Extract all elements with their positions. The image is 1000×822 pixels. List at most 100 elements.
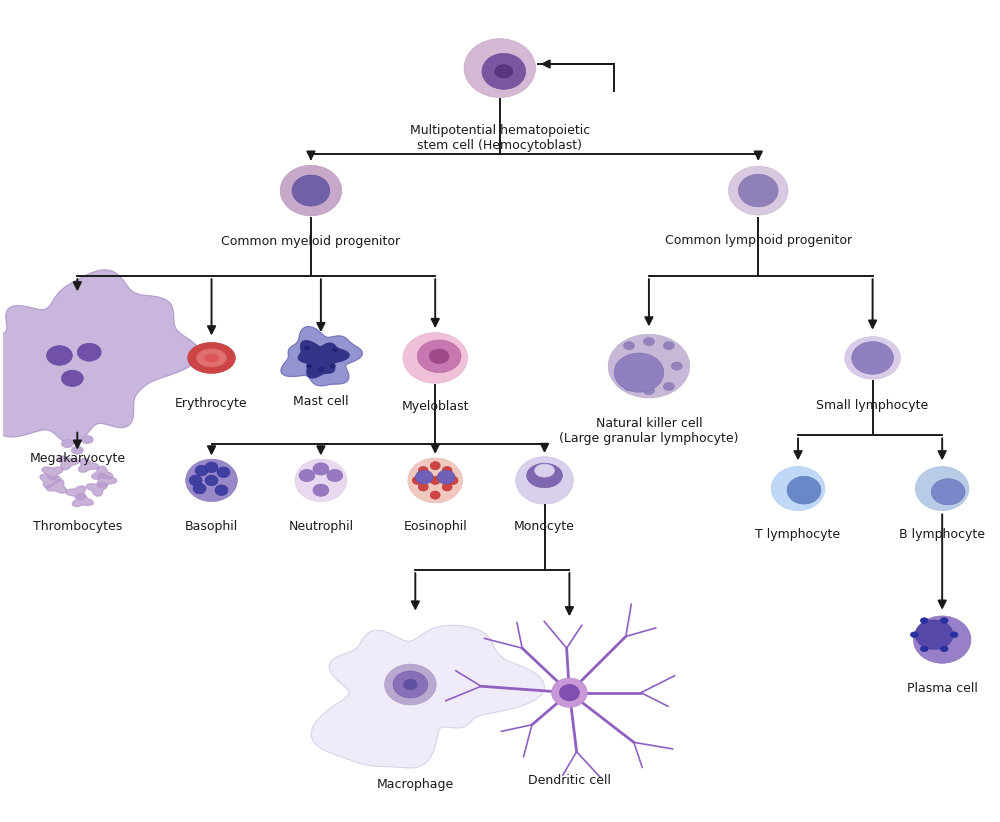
Ellipse shape xyxy=(643,338,654,346)
Ellipse shape xyxy=(464,39,536,98)
Ellipse shape xyxy=(193,483,206,494)
Ellipse shape xyxy=(920,646,928,652)
Text: Eosinophil: Eosinophil xyxy=(403,520,467,533)
Ellipse shape xyxy=(931,478,965,505)
Polygon shape xyxy=(0,270,200,444)
Ellipse shape xyxy=(304,346,309,350)
Polygon shape xyxy=(97,473,117,487)
Polygon shape xyxy=(92,466,113,479)
Polygon shape xyxy=(40,474,61,488)
Text: Common lymphoid progenitor: Common lymphoid progenitor xyxy=(665,233,852,247)
Ellipse shape xyxy=(205,353,218,362)
Text: Erythrocyte: Erythrocyte xyxy=(175,397,248,410)
Ellipse shape xyxy=(643,386,654,395)
Ellipse shape xyxy=(614,353,664,392)
Ellipse shape xyxy=(771,467,825,510)
Ellipse shape xyxy=(330,364,335,368)
Ellipse shape xyxy=(417,340,461,372)
Ellipse shape xyxy=(313,463,329,475)
Ellipse shape xyxy=(418,467,428,474)
Text: Natural killer cell
(Large granular lymphocyte): Natural killer cell (Large granular lymp… xyxy=(559,417,739,445)
Text: T lymphocyte: T lymphocyte xyxy=(755,528,841,541)
Ellipse shape xyxy=(910,632,918,638)
Ellipse shape xyxy=(608,335,690,398)
Ellipse shape xyxy=(195,465,208,476)
Text: Macrophage: Macrophage xyxy=(377,778,454,792)
Ellipse shape xyxy=(393,671,428,698)
Polygon shape xyxy=(79,459,99,472)
Ellipse shape xyxy=(299,469,315,482)
Polygon shape xyxy=(311,626,544,768)
Ellipse shape xyxy=(280,165,342,216)
Ellipse shape xyxy=(327,469,343,482)
Ellipse shape xyxy=(186,459,237,501)
Polygon shape xyxy=(86,483,107,496)
Ellipse shape xyxy=(728,166,788,215)
Text: Thrombocytes: Thrombocytes xyxy=(33,520,122,533)
Text: Common myeloid progenitor: Common myeloid progenitor xyxy=(221,235,401,248)
Ellipse shape xyxy=(616,362,627,370)
Text: Basophil: Basophil xyxy=(185,520,238,533)
Ellipse shape xyxy=(385,664,436,705)
Ellipse shape xyxy=(430,462,440,470)
Ellipse shape xyxy=(482,53,526,90)
Text: Neutrophil: Neutrophil xyxy=(288,520,353,533)
Ellipse shape xyxy=(188,343,235,373)
Ellipse shape xyxy=(559,685,579,701)
Ellipse shape xyxy=(852,342,893,374)
Ellipse shape xyxy=(61,370,83,386)
Polygon shape xyxy=(42,467,63,480)
Ellipse shape xyxy=(527,464,562,487)
Ellipse shape xyxy=(430,491,440,499)
Ellipse shape xyxy=(197,349,226,367)
Ellipse shape xyxy=(61,440,73,448)
Text: Multipotential hematopoietic
stem cell (Hemocytoblast): Multipotential hematopoietic stem cell (… xyxy=(410,123,590,151)
Ellipse shape xyxy=(516,457,573,504)
Text: Mast cell: Mast cell xyxy=(293,395,349,409)
Ellipse shape xyxy=(318,367,323,372)
Ellipse shape xyxy=(412,476,422,484)
Ellipse shape xyxy=(624,342,635,350)
Ellipse shape xyxy=(215,485,228,496)
Ellipse shape xyxy=(845,337,900,379)
Polygon shape xyxy=(281,326,362,386)
Polygon shape xyxy=(72,493,93,506)
Ellipse shape xyxy=(940,646,948,652)
Ellipse shape xyxy=(915,467,969,510)
Ellipse shape xyxy=(950,632,958,638)
Ellipse shape xyxy=(47,346,72,365)
Ellipse shape xyxy=(430,476,440,484)
Ellipse shape xyxy=(81,436,93,444)
Ellipse shape xyxy=(415,470,433,484)
Polygon shape xyxy=(58,456,79,469)
Ellipse shape xyxy=(915,620,953,649)
Ellipse shape xyxy=(552,678,587,708)
Ellipse shape xyxy=(77,344,101,361)
Ellipse shape xyxy=(663,342,674,350)
Ellipse shape xyxy=(408,458,463,503)
Ellipse shape xyxy=(418,483,428,491)
Polygon shape xyxy=(46,479,67,493)
Ellipse shape xyxy=(403,679,417,690)
Ellipse shape xyxy=(663,382,674,390)
Ellipse shape xyxy=(403,333,468,383)
Ellipse shape xyxy=(920,617,928,623)
Text: Small lymphocyte: Small lymphocyte xyxy=(816,399,929,412)
Text: Dendritic cell: Dendritic cell xyxy=(528,774,611,787)
Ellipse shape xyxy=(306,364,311,368)
Ellipse shape xyxy=(217,467,230,478)
Ellipse shape xyxy=(624,382,635,390)
Text: Megakaryocyte: Megakaryocyte xyxy=(29,452,125,464)
Text: Monocyte: Monocyte xyxy=(514,520,575,533)
Text: Plasma cell: Plasma cell xyxy=(907,682,978,695)
Ellipse shape xyxy=(442,467,452,474)
Ellipse shape xyxy=(913,616,971,663)
Ellipse shape xyxy=(71,446,83,455)
Ellipse shape xyxy=(205,475,218,486)
Ellipse shape xyxy=(787,476,821,504)
Ellipse shape xyxy=(442,483,452,491)
Ellipse shape xyxy=(738,174,778,207)
Ellipse shape xyxy=(535,464,554,477)
Text: B lymphocyte: B lymphocyte xyxy=(899,528,985,541)
Ellipse shape xyxy=(292,175,330,206)
